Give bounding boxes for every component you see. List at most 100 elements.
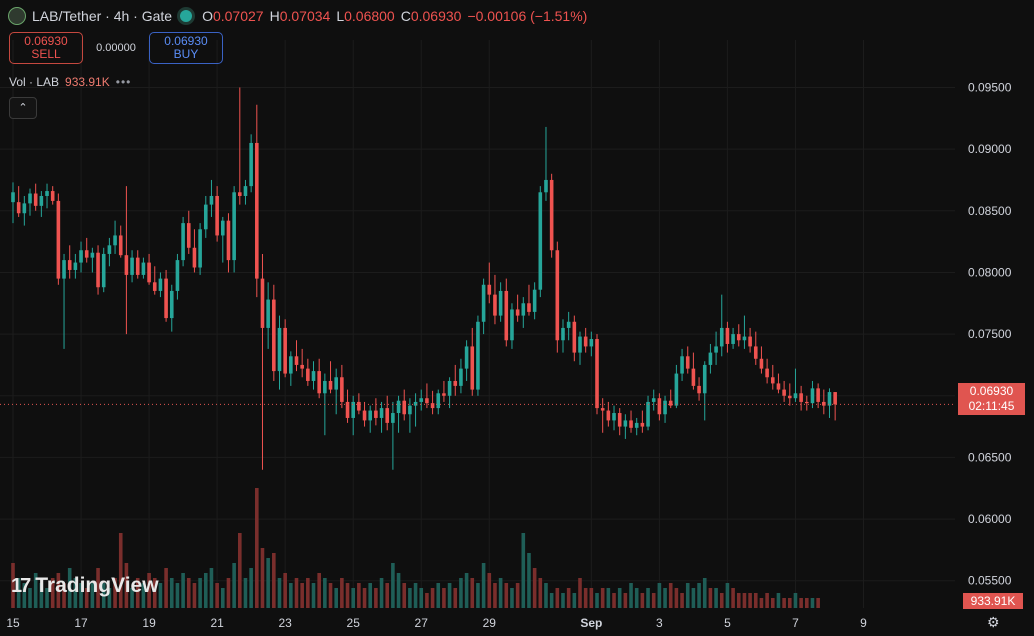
trade-buttons: 0.06930 SELL 0.00000 0.06930 BUY bbox=[9, 32, 223, 64]
candle-body bbox=[232, 192, 236, 261]
volume-bar bbox=[549, 593, 554, 608]
volume-bar bbox=[413, 583, 418, 608]
candle bbox=[169, 284, 174, 332]
candle bbox=[232, 186, 236, 273]
price-tick-label: 0.06500 bbox=[968, 450, 1012, 464]
candle bbox=[266, 282, 270, 349]
candle-body bbox=[697, 385, 701, 394]
candle bbox=[822, 389, 826, 415]
volume-bar bbox=[135, 578, 140, 608]
candle-body bbox=[90, 252, 95, 258]
volume-bar bbox=[510, 588, 514, 608]
volume-bar bbox=[470, 578, 475, 608]
candle-body bbox=[617, 413, 622, 427]
candle-body bbox=[470, 346, 475, 390]
volume-bar bbox=[169, 578, 174, 608]
candle bbox=[45, 183, 49, 209]
volume-bar bbox=[651, 593, 656, 608]
candle bbox=[294, 340, 299, 372]
candle bbox=[368, 405, 373, 433]
volume-bar bbox=[238, 533, 242, 608]
volume-bar bbox=[680, 593, 684, 608]
volume-bar bbox=[391, 563, 395, 608]
volume-bar bbox=[668, 583, 673, 608]
candle bbox=[50, 186, 55, 205]
volume-legend[interactable]: Vol · LAB 933.91K ••• bbox=[9, 75, 131, 89]
candle bbox=[16, 186, 21, 217]
candle bbox=[96, 245, 100, 295]
volume-bar bbox=[634, 588, 639, 608]
candle bbox=[198, 223, 202, 275]
candle-body bbox=[816, 388, 820, 402]
buy-button[interactable]: 0.06930 BUY bbox=[149, 32, 223, 64]
volume-bar bbox=[793, 593, 798, 608]
collapse-legend-button[interactable]: ⌃ bbox=[9, 97, 37, 119]
volume-bar bbox=[606, 588, 611, 608]
candle-body bbox=[283, 327, 287, 374]
volume-bar bbox=[612, 593, 616, 608]
candle bbox=[101, 247, 106, 293]
candle-body bbox=[113, 235, 117, 246]
candle bbox=[470, 327, 475, 396]
candle-body bbox=[16, 202, 21, 214]
candle-body bbox=[186, 223, 191, 248]
symbol-header: LAB/Tether · 4h · Gate O0.07027 H0.07034… bbox=[8, 6, 587, 26]
candle-body bbox=[73, 262, 78, 270]
candle bbox=[192, 229, 197, 273]
candle-body bbox=[101, 253, 106, 288]
time-tick-label: 7 bbox=[792, 616, 799, 630]
volume-bar bbox=[84, 588, 89, 608]
volume-bar bbox=[334, 588, 338, 608]
volume-bar bbox=[209, 568, 214, 608]
candle bbox=[493, 274, 497, 325]
tradingview-text: TradingView bbox=[35, 574, 159, 597]
candle bbox=[345, 389, 350, 423]
candle bbox=[317, 358, 321, 399]
candle bbox=[544, 126, 548, 201]
candle-body bbox=[135, 257, 140, 275]
volume-bar bbox=[555, 588, 560, 608]
sell-button[interactable]: 0.06930 SELL bbox=[9, 32, 83, 64]
candle bbox=[770, 364, 775, 390]
volume-bar bbox=[345, 583, 350, 608]
time-axis[interactable]: 15 17 19 21 23 25 27 29 Sep 3 5 7 9 bbox=[6, 616, 867, 630]
candle-body bbox=[317, 371, 321, 394]
volume-bar bbox=[532, 568, 537, 608]
settings-gear-icon[interactable]: ⚙ bbox=[987, 614, 1000, 630]
volume-bar bbox=[595, 593, 599, 608]
symbol-title[interactable]: LAB/Tether · 4h · Gate bbox=[32, 8, 173, 24]
volume-bar bbox=[782, 598, 786, 608]
candle-body bbox=[521, 303, 526, 316]
volume-bar bbox=[203, 573, 208, 608]
volume-bar bbox=[45, 588, 49, 608]
volume-bar bbox=[765, 593, 769, 608]
volume-label: Vol · LAB bbox=[9, 75, 60, 89]
candle-body bbox=[425, 398, 429, 404]
volume-bar bbox=[317, 573, 321, 608]
volume-bar bbox=[113, 578, 117, 608]
volume-bar bbox=[198, 578, 202, 608]
candle-body bbox=[833, 392, 837, 405]
volume-bar bbox=[124, 563, 129, 608]
volume-bar bbox=[657, 583, 662, 608]
volume-bar bbox=[220, 588, 225, 608]
more-icon[interactable]: ••• bbox=[115, 75, 132, 89]
volume-bar bbox=[759, 598, 764, 608]
candle bbox=[725, 321, 730, 353]
candle bbox=[680, 348, 684, 381]
price-axis[interactable]: 0.095000.090000.085000.080000.075000.070… bbox=[968, 80, 1012, 587]
candle bbox=[521, 297, 526, 328]
candle bbox=[442, 380, 446, 402]
candle bbox=[657, 393, 662, 421]
candle bbox=[481, 278, 486, 335]
candle bbox=[538, 186, 543, 298]
volume-bar bbox=[623, 593, 628, 608]
candle-body bbox=[555, 250, 560, 341]
candle-body bbox=[311, 371, 316, 381]
candle bbox=[379, 401, 384, 433]
volume-bar bbox=[430, 588, 435, 608]
candle-body bbox=[442, 393, 446, 396]
candle bbox=[209, 179, 214, 217]
candle-body bbox=[600, 408, 605, 411]
